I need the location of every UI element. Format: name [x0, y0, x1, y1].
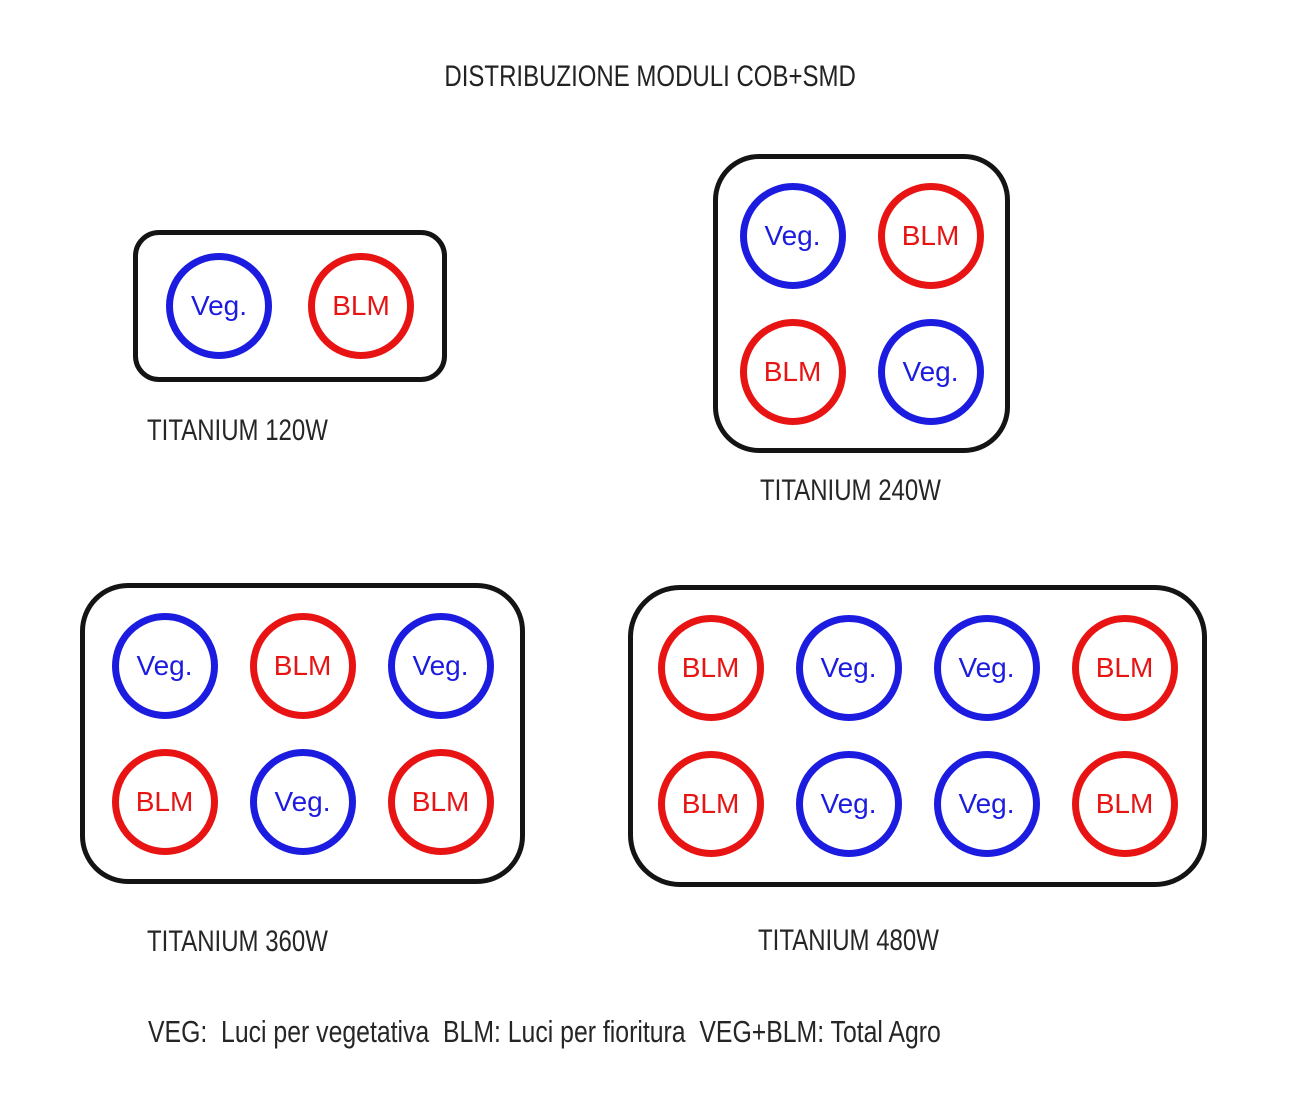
module-veg-circle: Veg. [249, 748, 356, 855]
panel-label-text: TITANIUM 240W [760, 474, 941, 507]
module-blm-circle: BLM [657, 615, 764, 721]
panel-label-text: TITANIUM 480W [758, 924, 939, 957]
module-label: BLM [1095, 788, 1154, 819]
module-blm-circle: BLM [1071, 615, 1178, 721]
module-label: BLM [901, 219, 960, 251]
module-veg-circle: Veg. [933, 751, 1040, 857]
module-label: Veg. [958, 788, 1015, 819]
module-row: BLM Veg. [718, 318, 1005, 425]
module-label: BLM [273, 649, 332, 681]
module-veg-circle: Veg. [739, 182, 846, 289]
panel-label-titanium-360w: TITANIUM 360W [147, 927, 373, 957]
module-blm-circle: BLM [308, 253, 414, 359]
diagram-title-text: DISTRIBUZIONE MODULI COB+SMD [444, 60, 856, 93]
legend-text: VEG: Luci per vegetativa BLM: Luci per f… [148, 1014, 941, 1049]
panel-label-titanium-120w: TITANIUM 120W [147, 416, 373, 446]
panel-label-titanium-240w: TITANIUM 240W [760, 476, 986, 506]
module-label: BLM [332, 290, 390, 321]
module-label: Veg. [136, 649, 193, 681]
module-label: Veg. [902, 355, 959, 387]
module-row: Veg. BLM [138, 253, 442, 359]
module-label: BLM [411, 785, 470, 817]
module-blm-circle: BLM [249, 612, 356, 719]
module-veg-circle: Veg. [795, 751, 902, 857]
board-titanium-120w: Veg. BLM [133, 230, 447, 382]
module-row: BLM Veg. Veg. BLM [633, 615, 1202, 721]
module-blm-circle: BLM [111, 748, 218, 855]
diagram-title: DISTRIBUZIONE MODULI COB+SMD [0, 62, 1300, 92]
module-label: Veg. [274, 785, 331, 817]
module-blm-circle: BLM [387, 748, 494, 855]
panel-label-titanium-480w: TITANIUM 480W [758, 926, 984, 956]
board-titanium-360w: Veg. BLM Veg. BLM Veg. BLM [80, 583, 525, 884]
module-blm-circle: BLM [657, 751, 764, 857]
module-label: BLM [681, 652, 740, 683]
module-blm-circle: BLM [1071, 751, 1178, 857]
module-veg-circle: Veg. [387, 612, 494, 719]
module-blm-circle: BLM [739, 318, 846, 425]
module-label: Veg. [764, 219, 821, 251]
module-blm-circle: BLM [877, 182, 984, 289]
panel-label-text: TITANIUM 360W [147, 925, 328, 958]
module-veg-circle: Veg. [795, 615, 902, 721]
module-row: BLM Veg. Veg. BLM [633, 751, 1202, 857]
legend: VEG: Luci per vegetativa BLM: Luci per f… [148, 1016, 1139, 1047]
module-label: BLM [135, 785, 194, 817]
module-row: Veg. BLM Veg. [85, 612, 520, 719]
module-row: BLM Veg. BLM [85, 748, 520, 855]
module-veg-circle: Veg. [933, 615, 1040, 721]
module-label: BLM [1095, 652, 1154, 683]
module-label: Veg. [958, 652, 1015, 683]
module-label: Veg. [190, 290, 248, 321]
board-titanium-480w: BLM Veg. Veg. BLM BLM Veg. Veg. BLM [628, 585, 1207, 887]
module-label: Veg. [820, 652, 877, 683]
module-row: Veg. BLM [718, 182, 1005, 289]
module-label: Veg. [412, 649, 469, 681]
module-veg-circle: Veg. [166, 253, 272, 359]
panel-label-text: TITANIUM 120W [147, 414, 328, 447]
board-titanium-240w: Veg. BLM BLM Veg. [713, 154, 1010, 453]
module-veg-circle: Veg. [111, 612, 218, 719]
module-label: BLM [681, 788, 740, 819]
module-label: BLM [763, 355, 822, 387]
module-label: Veg. [820, 788, 877, 819]
module-veg-circle: Veg. [877, 318, 984, 425]
